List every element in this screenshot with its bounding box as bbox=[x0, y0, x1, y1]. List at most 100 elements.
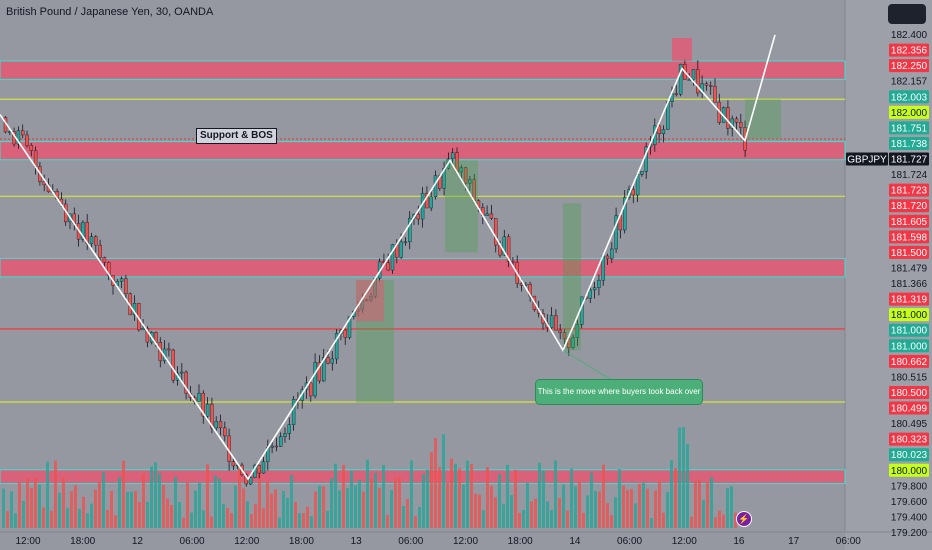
price-axis-label: 180.662 bbox=[891, 357, 928, 368]
volume-bar bbox=[558, 497, 561, 528]
candle-body bbox=[623, 197, 627, 231]
volume-bar bbox=[146, 501, 149, 528]
volume-bar bbox=[378, 487, 381, 528]
volume-bar bbox=[618, 469, 621, 528]
candle-body bbox=[696, 69, 700, 94]
candle-body bbox=[502, 236, 506, 256]
volume-bar bbox=[478, 494, 481, 528]
price-axis-label: 180.323 bbox=[891, 435, 928, 446]
volume-bar bbox=[602, 464, 605, 528]
volume-bar bbox=[614, 497, 617, 528]
volume-bar bbox=[290, 474, 293, 528]
price-axis-label: 180.495 bbox=[891, 419, 928, 430]
candle-body bbox=[726, 107, 730, 129]
volume-bar bbox=[450, 458, 453, 528]
candle-body bbox=[94, 236, 98, 246]
price-label-badge bbox=[889, 308, 929, 322]
candle-body bbox=[330, 358, 334, 364]
volume-bar bbox=[554, 460, 557, 528]
price-axis-label: 181.319 bbox=[891, 295, 928, 306]
candle-body bbox=[429, 196, 433, 209]
candle-body bbox=[283, 433, 287, 437]
time-axis-label: 17 bbox=[788, 536, 800, 547]
volume-bar bbox=[246, 501, 249, 528]
volume-bar bbox=[706, 482, 709, 528]
candle-body bbox=[709, 85, 713, 87]
volume-bar bbox=[338, 490, 341, 528]
supply-demand-zone bbox=[0, 60, 846, 80]
volume-bar bbox=[650, 517, 653, 528]
volume-bar bbox=[578, 481, 581, 528]
candle-body bbox=[145, 328, 150, 343]
candle-body bbox=[494, 218, 498, 246]
volume-bar bbox=[570, 468, 573, 528]
volume-bar bbox=[150, 466, 153, 528]
time-axis-label: 18:00 bbox=[508, 536, 533, 547]
price-label-badge bbox=[889, 199, 929, 213]
candle-body bbox=[322, 357, 326, 382]
time-axis-label: 12:00 bbox=[672, 536, 697, 547]
candle-body bbox=[451, 152, 455, 160]
time-axis-label: 13 bbox=[351, 536, 363, 547]
volume-bar bbox=[518, 512, 521, 528]
volume-bar bbox=[634, 503, 637, 528]
volume-bar bbox=[710, 477, 713, 528]
candle-body bbox=[571, 337, 575, 349]
price-axis-label: 181.000 bbox=[891, 326, 928, 337]
volume-bar bbox=[70, 491, 73, 528]
candle-body bbox=[408, 217, 412, 243]
price-axis-label: 180.500 bbox=[891, 388, 928, 399]
volume-bar bbox=[178, 501, 181, 528]
volume-bar bbox=[34, 477, 37, 528]
candle-body bbox=[511, 261, 515, 263]
volume-bar bbox=[358, 479, 361, 528]
price-label-badge bbox=[889, 463, 929, 477]
volume-bar bbox=[434, 438, 437, 528]
volume-bar bbox=[506, 464, 509, 528]
volume-bar bbox=[482, 510, 485, 528]
time-axis-label: 12:00 bbox=[234, 536, 259, 547]
lightning-icon[interactable]: ⚡ bbox=[736, 511, 752, 527]
toolbar-toggle-button[interactable] bbox=[888, 4, 926, 24]
volume-bar bbox=[566, 510, 569, 528]
volume-bar bbox=[726, 488, 729, 528]
volume-bar bbox=[690, 516, 693, 528]
volume-bar bbox=[422, 474, 425, 528]
volume-bar bbox=[286, 497, 289, 528]
volume-bar bbox=[702, 500, 705, 528]
price-axis-label: 182.003 bbox=[891, 92, 928, 103]
candle-body bbox=[365, 299, 369, 302]
candle-body bbox=[610, 248, 614, 259]
candle-body bbox=[201, 392, 206, 417]
volume-bar bbox=[522, 509, 525, 528]
volume-bar bbox=[658, 480, 661, 528]
candle-body bbox=[442, 168, 446, 189]
candle-body bbox=[223, 427, 227, 437]
volume-bar bbox=[74, 485, 77, 528]
candle-body bbox=[89, 236, 94, 244]
volume-bar bbox=[222, 504, 225, 528]
volume-bar bbox=[142, 473, 145, 528]
symbol-badge-text: GBPJPY bbox=[847, 155, 887, 166]
volume-bar bbox=[298, 513, 301, 528]
volume-bar bbox=[734, 512, 737, 528]
volume-bar bbox=[254, 504, 257, 528]
volume-bar bbox=[586, 495, 589, 528]
volume-bar bbox=[642, 482, 645, 528]
volume-bar bbox=[546, 501, 549, 528]
volume-bar bbox=[14, 513, 17, 528]
candle-body bbox=[713, 85, 717, 103]
price-label-badge bbox=[889, 43, 929, 57]
volume-bar bbox=[394, 478, 397, 528]
volume-bar bbox=[610, 514, 613, 528]
volume-bar bbox=[638, 483, 641, 528]
volume-bar bbox=[174, 476, 177, 528]
volume-bar bbox=[410, 460, 413, 528]
candle-body bbox=[463, 167, 468, 184]
price-axis-label: 181.000 bbox=[891, 310, 928, 321]
time-axis-label: 12 bbox=[132, 536, 144, 547]
price-label-badge bbox=[889, 401, 929, 415]
candle-body bbox=[205, 403, 210, 417]
volume-bar bbox=[194, 490, 197, 528]
